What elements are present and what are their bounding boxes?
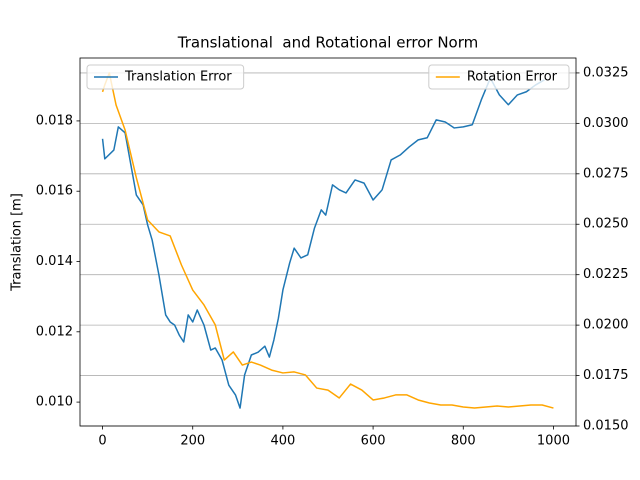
y-tick-label: 0.018 [36, 113, 73, 128]
y-axis-label: Translation [m] [10, 193, 25, 292]
x-tick-label: 1000 [537, 434, 570, 449]
legend-box [86, 64, 245, 90]
series-line [101, 77, 545, 409]
legend-box [428, 64, 570, 90]
y2-tick-label: 0.0200 [583, 318, 629, 333]
x-tick-label: 200 [180, 434, 205, 449]
legend: Rotation Error [428, 64, 570, 90]
y2-tick-label: 0.0175 [583, 368, 629, 383]
chart-title: Translational and Rotational error Norm [177, 34, 478, 52]
series-line [101, 72, 554, 409]
x-tick-label: 800 [451, 434, 476, 449]
y2-tick-label: 0.0275 [583, 166, 629, 181]
y2-tick-label: 0.0150 [583, 419, 629, 434]
y2-tick-label: 0.0300 [583, 116, 629, 131]
legend-label: Translation Error [124, 70, 232, 85]
y2-tick-label: 0.0250 [583, 217, 629, 232]
y-tick-label: 0.016 [36, 184, 73, 199]
x-tick-label: 600 [361, 434, 386, 449]
y2-tick-label: 0.0225 [583, 267, 629, 282]
x-tick-label: 0 [98, 434, 106, 449]
y-tick-label: 0.010 [36, 395, 73, 410]
plot-frame [79, 57, 577, 427]
x-tick-label: 400 [270, 434, 295, 449]
y2-tick-label: 0.0325 [583, 65, 629, 80]
y-tick-label: 0.014 [36, 254, 73, 269]
y-tick-label: 0.012 [36, 324, 73, 339]
legend-label: Rotation Error [467, 70, 558, 85]
legend: Translation Error [86, 64, 245, 90]
